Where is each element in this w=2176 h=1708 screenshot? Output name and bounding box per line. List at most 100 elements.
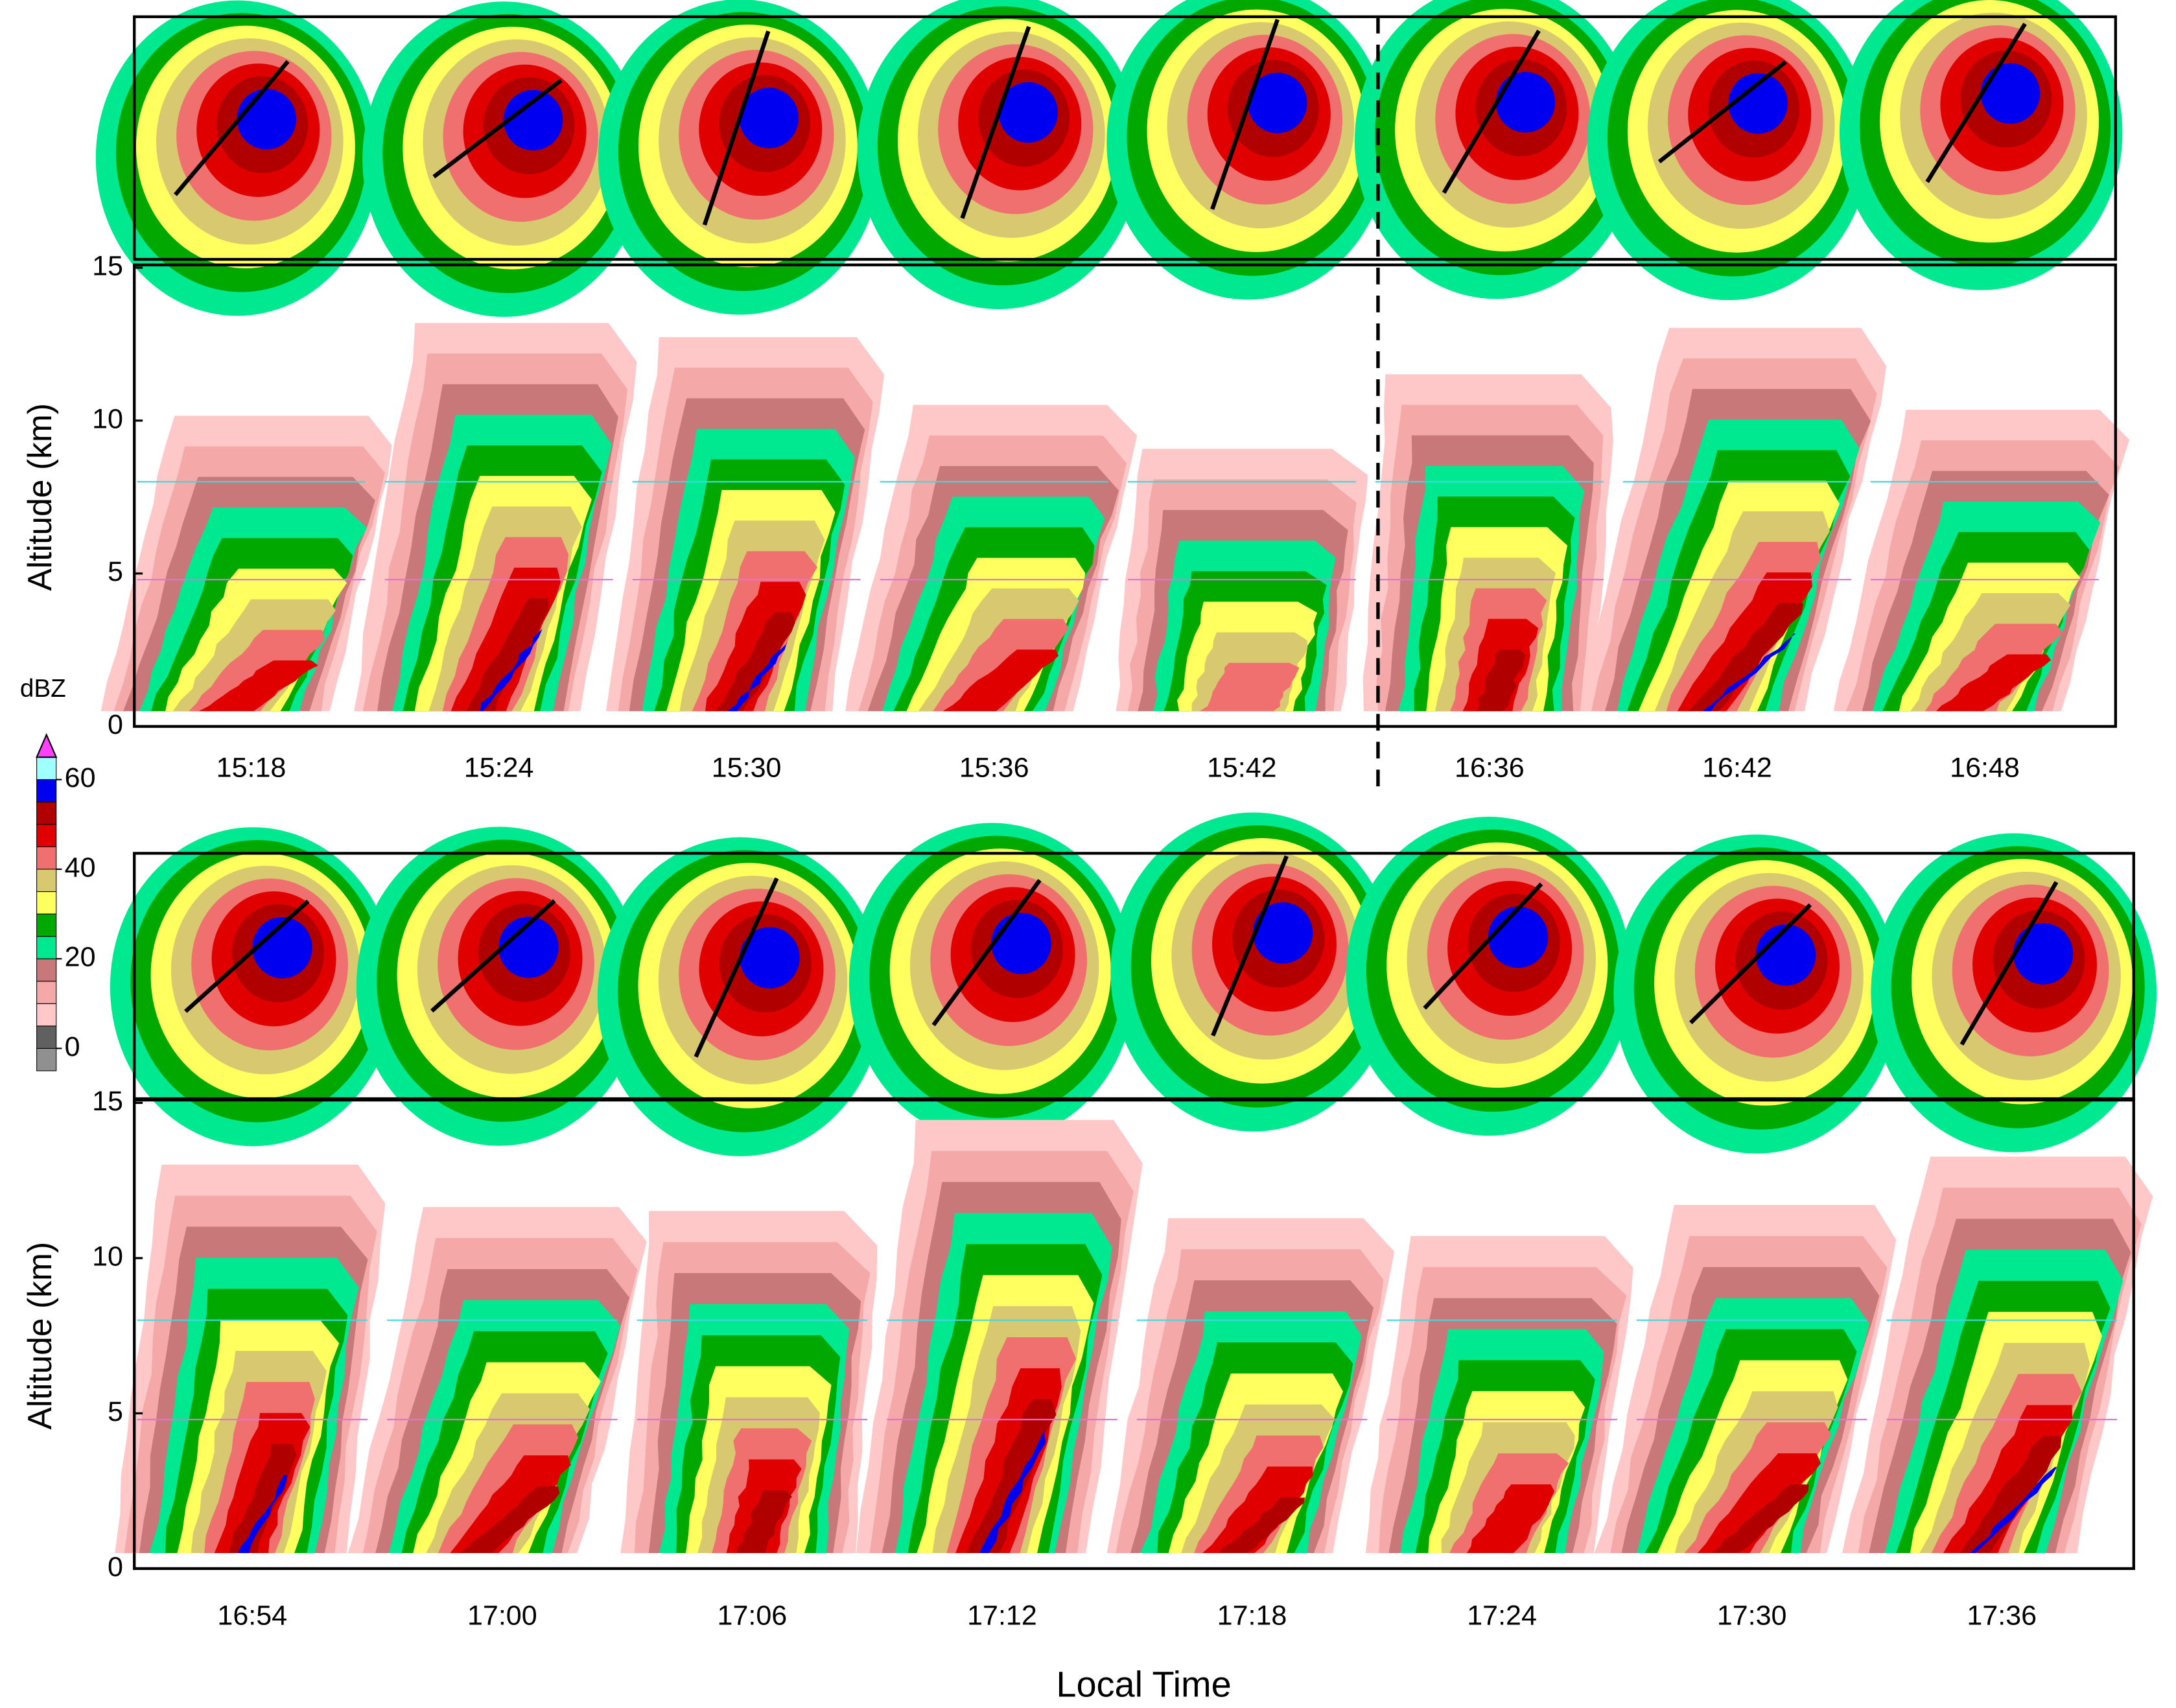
y-tick-label: 5: [108, 1396, 123, 1427]
y-tick-label: 5: [108, 556, 123, 587]
plan-view: [597, 837, 883, 1156]
colorbar-bin: [36, 756, 57, 780]
y-axis-label: Altitude (km): [21, 1242, 58, 1430]
echo-contour: [1697, 1453, 1821, 1553]
plan-view: [848, 823, 1135, 1142]
y-tick-label: 0: [108, 709, 123, 740]
plan-view: [1871, 833, 2157, 1152]
echo-contour: [736, 1490, 793, 1553]
echo-region: [252, 917, 312, 979]
x-tick-label: 15:24: [464, 753, 534, 784]
plan-frame: [133, 15, 2117, 261]
y-axis-label: Altitude (km): [21, 403, 58, 591]
y-tick-label: 10: [92, 403, 123, 434]
colorbar-tick-label: 20: [65, 942, 96, 973]
plan-view: [1110, 812, 1397, 1132]
colorbar-bin: [36, 981, 57, 1004]
colorbar-bin: [36, 936, 57, 959]
plan-view: [1354, 0, 1638, 299]
plan-view: [110, 827, 396, 1147]
section-line: [1960, 881, 2059, 1046]
axes-frame: [133, 263, 2117, 728]
echo-contour: [979, 1430, 1046, 1553]
plan-view: [1346, 817, 1632, 1136]
echo-contour: [1936, 654, 2052, 712]
section-line: [960, 26, 1031, 219]
echo-contour: [727, 642, 788, 712]
echo-contour: [1219, 1497, 1305, 1553]
section-line: [1689, 903, 1812, 1025]
echo-contour: [1712, 1484, 1809, 1553]
section-line: [702, 30, 771, 226]
y-tick-label: 0: [108, 1551, 123, 1582]
echo-region: [740, 927, 800, 989]
plan-view: [1587, 0, 1871, 300]
plan-view: [1613, 834, 1900, 1154]
echo-contour: [1466, 1484, 1555, 1553]
echo-contour: [1202, 1466, 1313, 1553]
y-tick-label: 10: [92, 1241, 123, 1272]
echo-contour: [1688, 603, 1803, 712]
x-tick-label: 17:00: [467, 1600, 537, 1632]
colorbar-bin: [36, 1025, 57, 1049]
echo-contour: [716, 612, 795, 712]
section-line: [1925, 23, 2027, 183]
x-tick-label: 15:42: [1207, 753, 1277, 784]
colorbar-bin: [36, 846, 57, 870]
echo-region: [739, 88, 799, 148]
echo-region: [1728, 73, 1788, 134]
x-tick-label: 15:36: [959, 753, 1029, 784]
echo-region: [2013, 923, 2074, 985]
colorbar-bin: [36, 1047, 57, 1071]
axes-frame: [133, 1099, 2135, 1571]
echo-region: [998, 82, 1058, 143]
echo-region: [1252, 902, 1313, 964]
echo-contour: [942, 649, 1059, 712]
x-tick-label: 16:48: [1950, 753, 2020, 784]
echo-region: [1488, 906, 1549, 968]
echo-contour: [1476, 649, 1526, 712]
echo-contour: [1960, 1436, 2062, 1553]
echo-contour: [1969, 1467, 2057, 1553]
colorbar-bin: [36, 779, 57, 802]
colorbar-tick-label: 0: [65, 1031, 80, 1062]
y-tick-label: 15: [92, 1086, 123, 1117]
colorbar-bin: [36, 801, 57, 825]
echo-contour: [450, 1455, 571, 1553]
section-line: [184, 899, 310, 1013]
section-line: [1423, 882, 1543, 1010]
section-line: [694, 877, 779, 1058]
colorbar-bin: [36, 958, 57, 982]
section-line: [931, 879, 1042, 1027]
echo-contour: [1702, 633, 1796, 712]
echo-region: [1247, 72, 1307, 134]
colorbar-bin: [36, 1003, 57, 1027]
echo-region: [498, 917, 559, 978]
colorbar-bin: [36, 869, 57, 893]
echo-contour: [459, 1486, 560, 1553]
plan-view: [356, 826, 642, 1146]
section-line: [430, 899, 556, 1013]
plan-view: [95, 0, 379, 316]
colorbar-bin: [36, 913, 57, 937]
echo-contour: [237, 1475, 288, 1553]
echo-region: [503, 89, 563, 151]
x-tick-label: 15:18: [216, 753, 287, 784]
echo-region: [237, 88, 296, 150]
colorbar-label: dBZ: [20, 675, 66, 703]
plan-view: [857, 0, 1141, 309]
section-line: [432, 78, 563, 179]
echo-region: [1755, 924, 1816, 986]
x-tick-label: 17:30: [1717, 1600, 1787, 1632]
echo-contour: [198, 660, 318, 712]
y-tick-label: 15: [92, 250, 123, 281]
x-tick-label: 17:06: [718, 1600, 788, 1632]
colorbar-bin: [36, 891, 57, 915]
section-line: [174, 60, 290, 196]
echo-contour: [966, 1399, 1057, 1553]
plan-view: [1840, 0, 2123, 290]
plan-view: [1106, 0, 1390, 300]
section-line: [1442, 29, 1541, 194]
section-line: [1657, 60, 1787, 164]
